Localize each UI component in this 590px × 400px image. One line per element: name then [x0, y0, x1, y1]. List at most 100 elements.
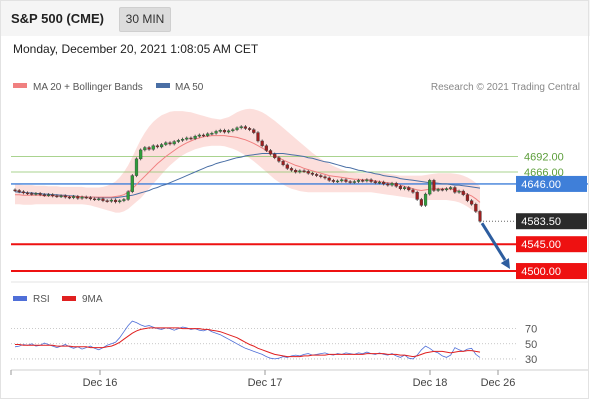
- x-tick-label: Dec 26: [481, 377, 516, 389]
- candle-body: [130, 175, 134, 192]
- candle-body: [356, 180, 361, 182]
- candle-body: [352, 181, 356, 183]
- candle-body: [34, 193, 38, 195]
- candle-body: [201, 134, 206, 137]
- resistance-label-0: 4692.00: [524, 151, 564, 163]
- pivot-label-2: 4646.00: [521, 179, 561, 191]
- candle-body: [197, 134, 201, 137]
- forecast-arrow-head: [500, 258, 510, 270]
- bollinger-band: [15, 108, 480, 216]
- candle-body: [260, 140, 264, 146]
- candle-body: [264, 145, 268, 151]
- candle-body: [302, 170, 306, 173]
- candle-body: [189, 137, 193, 140]
- candle-body: [176, 140, 180, 142]
- candle-body: [143, 147, 147, 151]
- ma50-legend-swatch: [156, 83, 170, 88]
- candle-body: [210, 133, 214, 135]
- rsi-tick-label: 50: [525, 339, 537, 351]
- candle-body: [285, 164, 289, 169]
- candle-body: [151, 145, 155, 150]
- ma50-legend-label: MA 50: [175, 82, 204, 93]
- candle-body: [402, 187, 407, 189]
- candle-body: [281, 161, 285, 166]
- forecast-arrow-shaft: [480, 222, 507, 261]
- candle-body: [206, 133, 210, 136]
- candle-body: [72, 196, 76, 198]
- report-datetime: Monday, December 20, 2021 1:08:05 AM CET: [13, 42, 259, 56]
- candle-body: [139, 149, 143, 160]
- support-label-5: 4500.00: [521, 266, 561, 278]
- candle-body: [227, 130, 231, 133]
- candle-body: [331, 180, 335, 182]
- candle-body: [172, 141, 176, 145]
- ma20-line: [15, 135, 481, 203]
- last-label-3: 4583.50: [521, 216, 561, 228]
- candle-body: [365, 179, 369, 182]
- candle-body: [478, 211, 482, 222]
- candle-body: [369, 179, 373, 182]
- timeframe-badge[interactable]: 30 MIN: [119, 7, 171, 32]
- candle-body: [327, 177, 331, 181]
- candle-body: [21, 191, 25, 194]
- last-label-box-3: [516, 213, 587, 230]
- support-label-box-5: [516, 263, 587, 280]
- candle-body: [470, 200, 474, 205]
- ma20-legend-swatch: [13, 83, 27, 88]
- candle-body: [407, 187, 411, 191]
- candle-body: [180, 138, 185, 141]
- candle-body: [449, 187, 453, 189]
- candle-body: [231, 129, 235, 132]
- candle-body: [298, 170, 302, 173]
- candle-body: [55, 195, 59, 198]
- candle-body: [17, 190, 21, 192]
- candle-body: [373, 181, 377, 183]
- candle-body: [164, 142, 168, 145]
- candle-body: [118, 200, 122, 203]
- candle-body: [289, 168, 294, 171]
- rsi-ma-legend-label: 9MA: [82, 294, 103, 305]
- candle-body: [394, 183, 398, 187]
- candle-body: [277, 157, 281, 162]
- support-label-box-4: [516, 236, 587, 253]
- candle-body: [340, 179, 344, 182]
- candle-body: [38, 193, 42, 195]
- candle-body: [436, 189, 440, 191]
- candle-body: [344, 179, 348, 182]
- rsi-tick-label: 30: [525, 354, 537, 366]
- candle-body: [306, 171, 310, 174]
- candle-body: [268, 150, 273, 155]
- support-label-4: 4545.00: [521, 239, 561, 251]
- candle-body: [247, 128, 252, 130]
- candle-body: [315, 174, 319, 176]
- candle-body: [80, 196, 84, 199]
- header-bar: S&P 500 (CME) 30 MIN: [0, 0, 590, 36]
- candle-body: [101, 198, 105, 201]
- rsi-line: [14, 320, 481, 360]
- rsi-legend-label: RSI: [33, 294, 50, 305]
- candle-body: [76, 196, 80, 199]
- candle-body: [390, 183, 394, 186]
- candle-body: [419, 199, 423, 206]
- candle-body: [126, 191, 130, 200]
- candle-body: [168, 142, 172, 145]
- x-tick-label: Dec 17: [248, 377, 283, 389]
- candle-body: [155, 145, 160, 148]
- candle-body: [109, 199, 113, 202]
- candle-body: [361, 180, 365, 182]
- candle-body: [398, 186, 403, 189]
- pivot-label-box-2: [516, 175, 587, 192]
- candle-body: [84, 196, 88, 199]
- candle-body: [243, 126, 248, 129]
- candle-body: [134, 158, 139, 176]
- rsi-ma-line: [15, 327, 481, 358]
- ma20-legend-label: MA 20 + Bollinger Bands: [33, 82, 143, 93]
- candle-body: [461, 190, 465, 195]
- candle-body: [252, 129, 256, 133]
- candle-body: [113, 199, 118, 203]
- candle-body: [46, 194, 51, 196]
- candle-body: [457, 190, 461, 193]
- candle-body: [428, 180, 432, 195]
- candle-body: [122, 199, 126, 201]
